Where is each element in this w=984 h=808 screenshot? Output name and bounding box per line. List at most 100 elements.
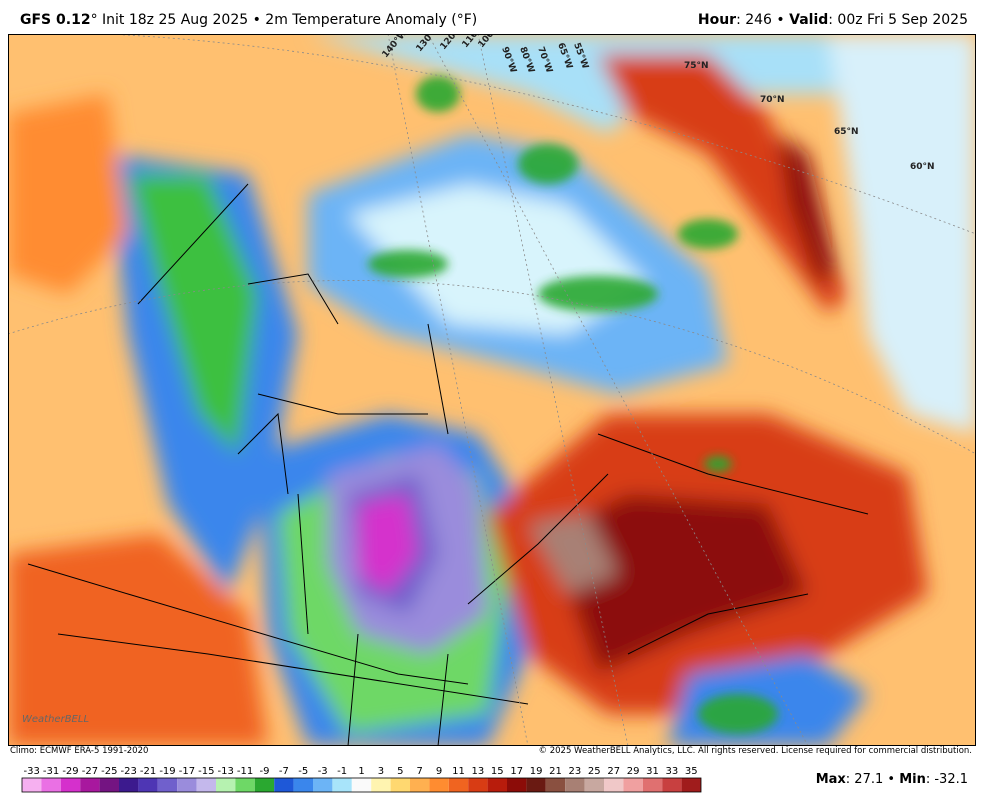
colorbar-label: -31 [43,766,59,777]
colorbar-swatch [41,778,61,792]
colorbar-swatch [642,778,663,792]
colorbar-swatch [119,778,139,792]
hour-label: Hour [697,12,737,28]
colorbar-label: 33 [666,766,679,777]
colorbar-swatch [371,778,391,792]
colorbar-label: -33 [24,766,40,777]
stats: Max: 27.1 • Min: -32.1 [816,772,968,787]
colorbar-label: 3 [378,766,384,777]
latitude-label: 70°N [760,95,785,105]
colorbar: -33 -31 -29 -27 -25 -23 -21 -19 -17 -15 -13 -11 -9 -7… [21,766,702,793]
colorbar-label: -25 [101,766,117,777]
colorbar-swatch [526,778,546,792]
map: 140°W130°W120°W110°W100°W90°W80°W70°W65°… [8,34,976,746]
colorbar-swatch [410,778,430,792]
copyright: © 2025 WeatherBELL Analytics, LLC. All r… [538,746,972,756]
colorbar-swatch [293,778,313,792]
colorbar-label: -7 [279,766,289,777]
latitude-label: 60°N [910,162,935,172]
colorbar-label: -13 [218,766,234,777]
colorbar-label: -19 [159,766,175,777]
colorbar-swatch [235,778,255,792]
colorbar-label: 25 [588,766,601,777]
logo: WeatherBELL [22,714,89,725]
latitude-labels: 75°N 70°N 65°N 60°N [684,61,935,172]
colorbar-label: -9 [260,766,270,777]
latitude-label: 75°N [684,61,709,71]
colorbar-label: 27 [607,766,620,777]
valid-label: Valid [789,12,829,28]
colorbar-label: 21 [549,766,562,777]
colorbar-label: 9 [436,766,442,777]
colorbar-swatch [584,778,604,792]
colorbar-label: 5 [397,766,403,777]
colorbar-swatch [177,778,197,792]
colorbar-label: 35 [685,766,698,777]
borders [27,183,869,746]
colorbar-swatch [138,778,158,792]
colorbar-swatch [216,778,236,792]
colorbar-label: 13 [472,766,485,777]
colorbar-label: -1 [337,766,347,777]
colorbar-swatch [507,778,527,792]
colorbar-label: 1 [358,766,364,777]
colorbar-swatch [623,778,643,792]
colorbar-swatch [545,778,566,792]
max-label: Max [815,772,846,787]
colorbar-label: 29 [627,766,640,777]
model: GFS 0.12 [20,12,91,28]
colorbar-label: 31 [646,766,659,777]
colorbar-swatch [468,778,488,792]
colorbar-swatch [313,778,333,792]
colorbar-label: 19 [530,766,543,777]
colorbar-swatch [681,778,701,792]
valid: : 00z Fri 5 Sep 2025 [828,12,968,28]
colorbar-swatch [274,778,294,792]
colorbar-swatch [60,778,81,792]
colorbar-swatch [254,778,275,792]
colorbar-label: -5 [298,766,308,777]
colorbar-label: -27 [82,766,98,777]
colorbar-swatch [662,778,682,792]
min: : -32.1 [925,772,968,787]
colorbar-label: -29 [62,766,78,777]
colorbar-label: 11 [452,766,465,777]
colorbar-swatch [22,778,42,792]
colorbar-label: -21 [140,766,156,777]
header-right: Hour: 246 • Valid: 00z Fri 5 Sep 2025 [698,12,968,28]
colorbar-label: -15 [198,766,214,777]
min-label: Min [899,772,926,787]
colorbar-label: 7 [417,766,423,777]
colorbar-label: -17 [179,766,195,777]
colorbar-swatch [448,778,469,792]
colorbar-swatch [196,778,216,792]
colorbar-label: -23 [121,766,137,777]
colorbar-swatch [99,778,119,792]
colorbar-label: 17 [510,766,523,777]
header-left: GFS 0.12° Init 18z 25 Aug 2025 • 2m Temp… [20,12,477,28]
colorbar-frame [21,777,702,793]
colorbar-label: 15 [491,766,504,777]
max: : 27.1 • [845,772,900,787]
colorbar-swatch [429,778,449,792]
colorbar-swatch [351,778,372,792]
latitude-label: 65°N [834,127,859,137]
colorbar-swatch [487,778,507,792]
colorbar-label: -11 [237,766,253,777]
init: ° Init 18z 25 Aug 2025 • 2m Temperature … [90,12,478,28]
colorbar-label: 23 [569,766,582,777]
colorbar-label: -3 [318,766,328,777]
anomaly-field [8,34,976,746]
colorbar-swatch [157,778,178,792]
colorbar-swatch [390,778,410,792]
colorbar-swatch [332,778,352,792]
graticule [8,34,976,746]
hour: : 246 • [736,12,790,28]
climo: Climo: ECMWF ERA-5 1991-2020 [10,746,149,756]
colorbar-swatch [604,778,624,792]
detail-field [368,76,778,734]
map-frame [8,34,976,746]
colorbar-swatch [80,778,100,792]
colorbar-swatch [565,778,585,792]
